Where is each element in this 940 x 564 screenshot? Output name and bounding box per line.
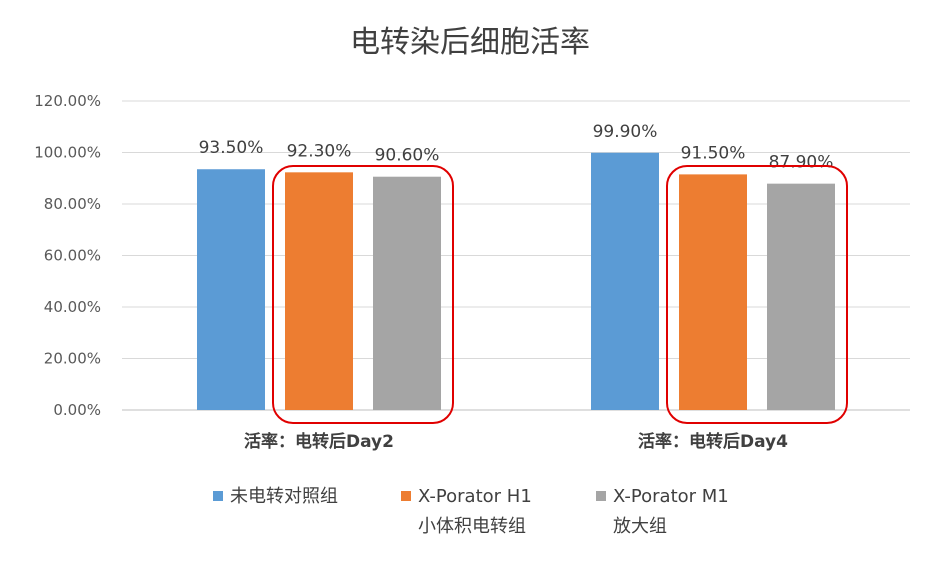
data-label: 92.30% bbox=[287, 141, 352, 161]
y-tick-label: 0.00% bbox=[53, 401, 101, 419]
x-axis-category-labels: 活率：电转后Day2 活率：电转后Day4 bbox=[244, 431, 788, 452]
y-tick-label: 40.00% bbox=[44, 298, 101, 316]
legend-swatch bbox=[401, 491, 411, 501]
y-axis-tick-labels: 0.00% 20.00% 40.00% 60.00% 80.00% 100.00% 120.… bbox=[34, 92, 101, 419]
bars bbox=[197, 152, 835, 410]
x-category-label: 活率：电转后Day2 bbox=[244, 431, 394, 452]
legend-label: X-Porator H1 bbox=[418, 486, 532, 507]
y-tick-label: 120.00% bbox=[34, 92, 101, 110]
legend: 未电转对照组 X-Porator H1 小体积电转组 X-Porator M1 放大组 bbox=[213, 486, 729, 537]
legend-swatch bbox=[213, 491, 223, 501]
highlight-outlines bbox=[272, 165, 848, 424]
bar bbox=[285, 172, 353, 410]
y-tick-label: 20.00% bbox=[44, 350, 101, 368]
y-tick-label: 100.00% bbox=[34, 144, 101, 162]
data-label: 93.50% bbox=[199, 138, 264, 158]
legend-label: 放大组 bbox=[613, 516, 667, 537]
data-label: 99.90% bbox=[593, 122, 658, 142]
bar bbox=[197, 169, 265, 410]
data-label: 91.50% bbox=[681, 143, 746, 163]
legend-label: 小体积电转组 bbox=[418, 516, 526, 537]
highlight-outline bbox=[272, 165, 454, 424]
y-tick-label: 80.00% bbox=[44, 195, 101, 213]
y-tick-label: 60.00% bbox=[44, 247, 101, 265]
x-category-label: 活率：电转后Day4 bbox=[638, 431, 788, 452]
bar bbox=[679, 174, 747, 410]
bar bbox=[591, 152, 659, 410]
bar bbox=[767, 183, 835, 410]
legend-label: 未电转对照组 bbox=[230, 486, 338, 507]
data-label: 87.90% bbox=[769, 153, 834, 173]
chart-title: 电转染后细胞活率 bbox=[350, 25, 590, 60]
bar bbox=[373, 176, 441, 410]
data-label: 90.60% bbox=[375, 146, 440, 166]
legend-label: X-Porator M1 bbox=[613, 486, 729, 507]
legend-swatch bbox=[596, 491, 606, 501]
highlight-outline bbox=[666, 165, 848, 424]
data-labels: 93.50% 92.30% 90.60% 99.90% 91.50% 87.90% bbox=[199, 122, 834, 173]
